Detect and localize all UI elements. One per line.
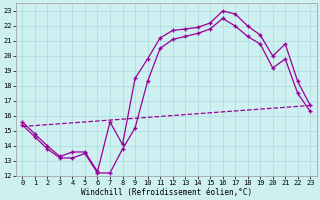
X-axis label: Windchill (Refroidissement éolien,°C): Windchill (Refroidissement éolien,°C) bbox=[81, 188, 252, 197]
